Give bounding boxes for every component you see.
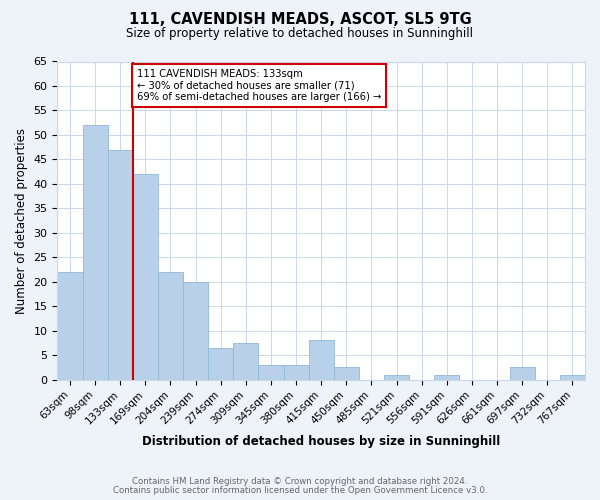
Bar: [434, 374, 460, 380]
Bar: [308, 340, 334, 380]
Bar: [384, 374, 409, 380]
Bar: [83, 125, 107, 380]
Text: 111, CAVENDISH MEADS, ASCOT, SL5 9TG: 111, CAVENDISH MEADS, ASCOT, SL5 9TG: [128, 12, 472, 28]
Bar: [509, 368, 535, 380]
Bar: [334, 368, 359, 380]
Bar: [233, 343, 259, 380]
Bar: [183, 282, 208, 380]
Bar: [107, 150, 133, 380]
Bar: [208, 348, 233, 380]
Text: Contains HM Land Registry data © Crown copyright and database right 2024.: Contains HM Land Registry data © Crown c…: [132, 477, 468, 486]
Bar: [284, 365, 308, 380]
Bar: [133, 174, 158, 380]
Text: Size of property relative to detached houses in Sunninghill: Size of property relative to detached ho…: [127, 28, 473, 40]
Text: Contains public sector information licensed under the Open Government Licence v3: Contains public sector information licen…: [113, 486, 487, 495]
Bar: [259, 365, 284, 380]
Bar: [58, 272, 83, 380]
Text: 111 CAVENDISH MEADS: 133sqm
← 30% of detached houses are smaller (71)
69% of sem: 111 CAVENDISH MEADS: 133sqm ← 30% of det…: [137, 69, 381, 102]
Bar: [560, 374, 585, 380]
X-axis label: Distribution of detached houses by size in Sunninghill: Distribution of detached houses by size …: [142, 434, 500, 448]
Bar: [158, 272, 183, 380]
Y-axis label: Number of detached properties: Number of detached properties: [15, 128, 28, 314]
